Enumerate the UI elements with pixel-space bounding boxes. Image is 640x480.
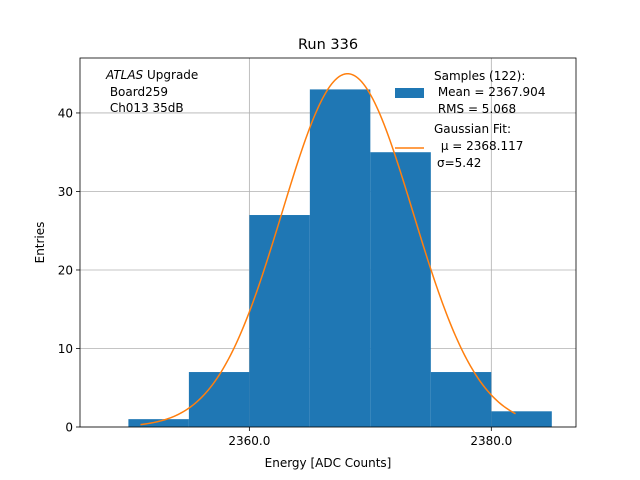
y-tick-label-0: 0 — [65, 421, 73, 435]
x-tick-label-0: 2360.0 — [228, 434, 270, 448]
legend-samples-line-1: Samples (122): — [434, 69, 525, 83]
histogram-bars — [128, 89, 552, 427]
annotation-atlas: ATLAS — [105, 68, 144, 82]
histogram-bar-1 — [188, 372, 250, 427]
y-axis-label: Entries — [33, 222, 47, 264]
histogram-bar-4 — [370, 152, 431, 427]
y-axis-ticks: 0 10 20 30 40 — [58, 106, 80, 435]
y-tick-label-1: 10 — [58, 342, 73, 356]
histogram-bar-2 — [249, 215, 310, 427]
annotation-upgrade: Upgrade — [143, 68, 198, 82]
y-tick-label-2: 20 — [58, 263, 73, 277]
legend-fit-line-1: Gaussian Fit: — [434, 122, 511, 136]
histogram-bar-5 — [430, 372, 492, 427]
y-tick-label-4: 40 — [58, 106, 73, 120]
chart-title: Run 336 — [298, 37, 358, 53]
gaussian-fit-curve — [140, 72, 516, 426]
legend-samples-swatch — [395, 88, 424, 98]
legend-samples-line-3: RMS = 5.068 — [434, 102, 516, 116]
legend-samples-line-2: Mean = 2367.904 — [434, 85, 545, 99]
histogram-bar-0 — [128, 419, 189, 427]
annotation-line-1: ATLAS Upgrade — [105, 68, 198, 82]
legend: Samples (122): Mean = 2367.904 RMS = 5.0… — [395, 69, 545, 170]
atlas-annotation: ATLAS Upgrade Board259 Ch013 35dB — [105, 68, 198, 115]
y-tick-label-3: 30 — [58, 185, 73, 199]
histogram-bar-6 — [491, 411, 552, 427]
annotation-line-3: Ch013 35dB — [106, 101, 184, 115]
annotation-line-2: Board259 — [106, 85, 168, 99]
legend-fit-line-2: μ = 2368.117 — [437, 139, 523, 153]
plot-frame — [79, 57, 577, 428]
histogram-bar-3 — [309, 89, 371, 427]
legend-fit-line-3: σ=5.42 — [437, 156, 481, 170]
x-axis-label: Energy [ADC Counts] — [265, 456, 392, 470]
x-axis-ticks: 2360.0 2380.0 — [228, 427, 512, 448]
x-tick-label-1: 2380.0 — [470, 434, 512, 448]
